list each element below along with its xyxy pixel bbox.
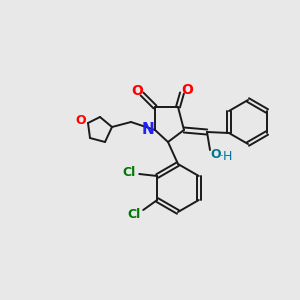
Text: O: O (181, 83, 193, 97)
Text: N: N (142, 122, 154, 137)
Text: O: O (76, 115, 86, 128)
Text: O: O (131, 84, 143, 98)
Text: ·H: ·H (219, 151, 233, 164)
Text: O: O (211, 148, 221, 161)
Text: Cl: Cl (128, 208, 141, 220)
Text: Cl: Cl (123, 167, 136, 179)
